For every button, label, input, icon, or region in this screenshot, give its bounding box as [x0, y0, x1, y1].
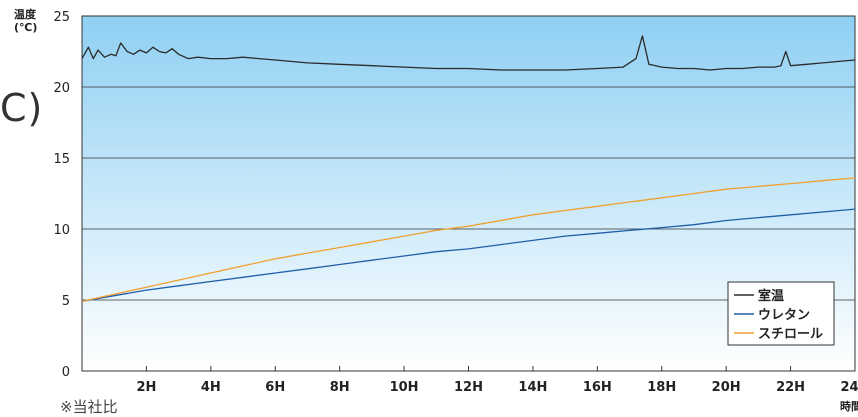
y-axis-unit: (℃)	[14, 21, 38, 34]
legend-label: ウレタン	[758, 308, 810, 323]
x-tick-label: 8H	[330, 380, 350, 395]
y-axis-label: 温度	[14, 8, 36, 21]
footnote: ※当社比	[60, 398, 118, 416]
x-tick-label: 6H	[265, 380, 285, 395]
x-tick-label: 20H	[712, 380, 741, 395]
x-tick-label: 4H	[201, 380, 221, 395]
y-tick-label: 15	[53, 152, 70, 167]
x-tick-label: 2H	[136, 380, 156, 395]
series-line	[81, 208, 856, 303]
x-tick-label: 16H	[583, 380, 612, 395]
x-tick-label: 14H	[518, 380, 547, 395]
x-tick-label: 18H	[647, 380, 676, 395]
plot-area	[81, 15, 856, 372]
x-tick-label: 22H	[776, 380, 805, 395]
series-line	[81, 35, 856, 71]
series-lines	[81, 35, 856, 303]
x-tick-label: 10H	[390, 380, 419, 395]
series-line	[81, 177, 856, 303]
gridlines	[82, 86, 855, 301]
y-tick-label: 10	[53, 223, 70, 238]
legend-label: 室温	[758, 288, 784, 304]
y-tick-label: 20	[53, 81, 70, 96]
y-tick-label: 25	[53, 10, 70, 25]
y-tick-label: 0	[62, 365, 70, 380]
x-axis-label: 時間	[840, 400, 858, 413]
x-tick-label: 12H	[454, 380, 483, 395]
cropped-text: C)	[0, 86, 44, 130]
legend-label: スチロール	[758, 327, 823, 342]
y-tick-label: 5	[62, 294, 70, 309]
y-axis-ticks: 0 5 10 15 20 25	[53, 10, 70, 380]
x-axis-ticks: 2H 4H 6H 8H 10H 12H 14H 16H 18H 20H 22H 24H	[136, 366, 858, 395]
y-axis-unit-label: 温度 (℃)	[14, 8, 37, 34]
x-tick-label: 24H	[841, 380, 858, 395]
